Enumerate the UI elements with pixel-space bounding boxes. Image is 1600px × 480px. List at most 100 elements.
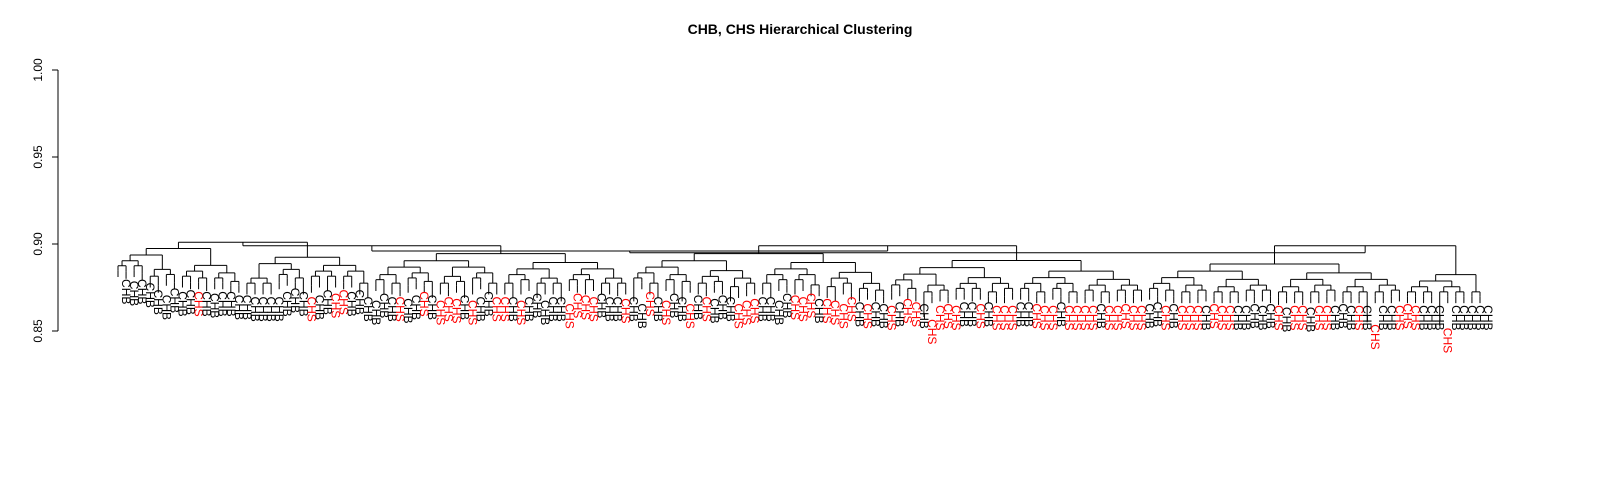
leaf-label: CHS: [1312, 305, 1326, 330]
leaf-label: CHS: [1320, 305, 1334, 330]
leaf-label: CHB: [764, 296, 778, 321]
leaf-label: CHB: [1143, 303, 1157, 328]
leaf-label: CHS: [1046, 305, 1060, 330]
leaf-label: CHB: [296, 291, 310, 316]
leaf-label: CHB: [216, 291, 230, 316]
leaf-label: CHB: [667, 293, 681, 318]
leaf-label: CHS: [619, 298, 633, 323]
leaf-label: CHS: [1086, 305, 1100, 330]
leaf-label: CHB: [506, 296, 520, 321]
leaf-label: CHB: [401, 298, 415, 323]
leaf-label: CHS: [586, 296, 600, 321]
leaf-label: CHS: [490, 296, 504, 321]
leaf-label: CHB: [167, 288, 181, 313]
leaf-label: CHB: [893, 302, 907, 327]
leaf-label: CHS: [1118, 303, 1132, 328]
leaf-label: CHB: [522, 296, 536, 321]
leaf-label: CHB: [603, 296, 617, 321]
leaf-label: CHB: [1376, 305, 1390, 330]
leaf-label: CHS: [844, 296, 858, 321]
leaf-label: CHS: [699, 296, 713, 321]
leaf-label: CHB: [312, 295, 326, 320]
leaf-label: CHB: [965, 302, 979, 327]
leaf-label: CHS: [498, 296, 512, 321]
leaf-label: CHS: [949, 305, 963, 330]
leaf-label: CHS: [562, 303, 576, 328]
leaf-label: CHB: [264, 296, 278, 321]
leaf-label: CHB: [675, 296, 689, 321]
leaf-label: CHS: [683, 303, 697, 328]
leaf-label: CHS: [337, 290, 351, 315]
leaf-label: CHB: [1255, 305, 1269, 330]
leaf-label: CHB: [159, 295, 173, 320]
leaf-label: CHS: [804, 293, 818, 318]
leaf-label: CHS: [989, 305, 1003, 330]
leaf-label: CHS: [1223, 305, 1237, 330]
leaf-label: CHS: [820, 298, 834, 323]
leaf-label: CHB: [1433, 305, 1447, 330]
leaf-label: CHS: [788, 295, 802, 320]
leaf-label: CHB: [127, 281, 141, 306]
leaf-label: CHB: [691, 295, 705, 320]
leaf-label: CHS: [1030, 303, 1044, 328]
leaf-label: CHB: [1199, 305, 1213, 330]
leaf-label: CHB: [135, 279, 149, 304]
leaf-label: CHS: [1102, 305, 1116, 330]
leaf-label: CHS: [1271, 305, 1285, 330]
leaf-label: CHB: [1247, 303, 1261, 328]
leaf-label: CHB: [272, 296, 286, 321]
leaf-label: CHS: [731, 303, 745, 328]
dendrogram-tree: [117, 241, 1481, 326]
leaf-label: CHS: [1215, 305, 1229, 330]
leaf-label: CHS: [836, 303, 850, 328]
y-tick-label: 0.95: [31, 145, 45, 169]
leaf-label: CHB: [377, 293, 391, 318]
leaf-label: CHB: [1473, 305, 1487, 330]
leaf-label: CHS: [1191, 305, 1205, 330]
leaf-label: CHB: [812, 298, 826, 323]
leaf-label: CHB: [1022, 302, 1036, 327]
leaf-label: CHB: [917, 303, 931, 328]
leaf-label: CHS: [466, 300, 480, 325]
leaf-label: CHB: [1449, 305, 1463, 330]
leaf-label: CHS: [1400, 303, 1414, 328]
leaf-label: CHB: [369, 300, 383, 325]
leaf-label: CHS: [925, 319, 939, 344]
leaf-label: CHB: [530, 293, 544, 318]
leaf-label: CHB: [240, 295, 254, 320]
leaf-label: CHS: [304, 296, 318, 321]
leaf-label: CHB: [119, 279, 133, 304]
leaf-label: CHS: [997, 305, 1011, 330]
leaf-label: CHB: [651, 296, 665, 321]
leaf-label: CHB: [345, 291, 359, 316]
leaf-label: CHS: [1207, 303, 1221, 328]
leaf-label: CHB: [1094, 303, 1108, 328]
leaf-label: CHB: [627, 296, 641, 321]
leaf-label: CHS: [1408, 305, 1422, 330]
leaf-label: CHS: [860, 303, 874, 328]
y-tick-label: 0.90: [31, 232, 45, 256]
leaf-label: CHS: [1062, 305, 1076, 330]
leaf-label: CHS: [885, 305, 899, 330]
leaf-label: CHS: [1006, 305, 1020, 330]
leaf-label: CHB: [981, 302, 995, 327]
leaf-label: CHS: [1441, 328, 1455, 353]
leaf-label: CHB: [353, 290, 367, 315]
leaf-label: CHB: [1304, 307, 1318, 332]
leaf-label: CHB: [1465, 305, 1479, 330]
leaf-label: CHB: [1280, 307, 1294, 332]
leaf-label: CHB: [1481, 305, 1495, 330]
leaf-label: CHB: [280, 291, 294, 316]
leaf-label: CHS: [933, 305, 947, 330]
leaf-label: CHB: [183, 290, 197, 315]
leaf-label: CHS: [1110, 305, 1124, 330]
leaf-label: CHS: [329, 293, 343, 318]
leaf-label: CHS: [578, 295, 592, 320]
leaf-label: CHS: [796, 296, 810, 321]
leaf-label: CHS: [514, 300, 528, 325]
leaf-label: CHB: [538, 300, 552, 325]
leaf-label: CHB: [1167, 303, 1181, 328]
leaf-label: CHS: [643, 291, 657, 316]
leaf-label: CHB: [1231, 305, 1245, 330]
